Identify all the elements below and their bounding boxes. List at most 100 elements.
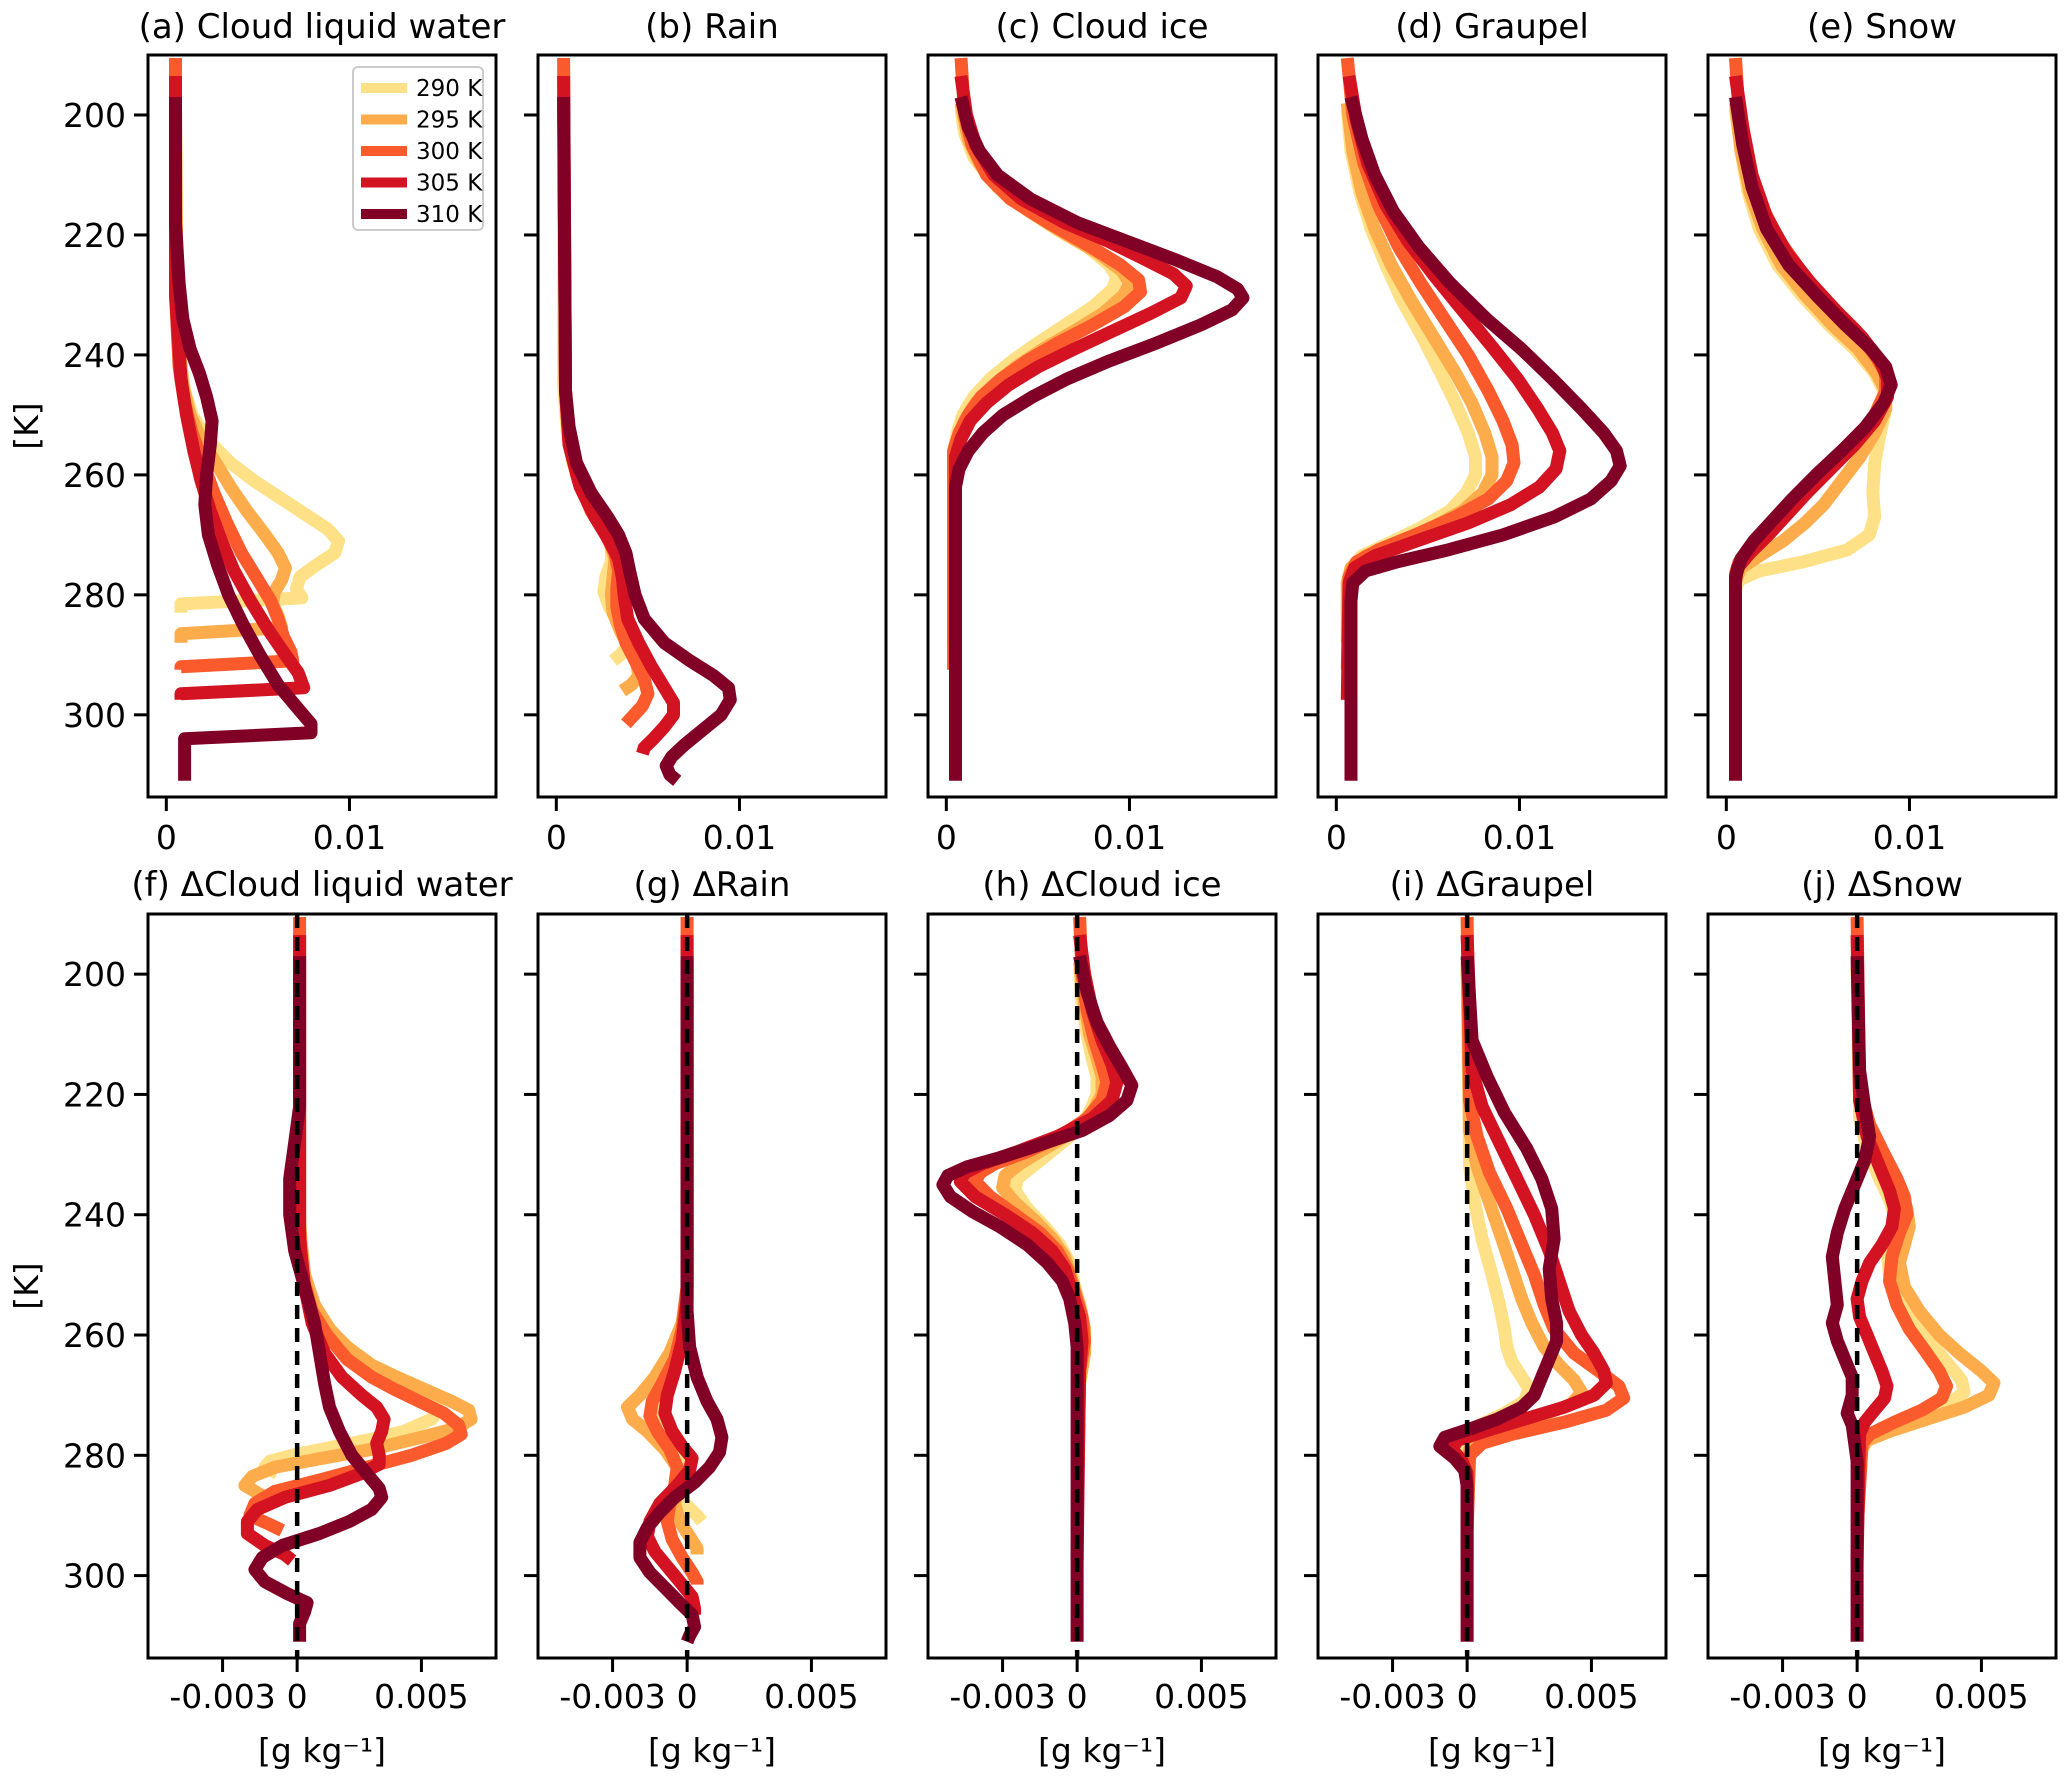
series-line-310-k [936, 954, 1139, 1642]
panel-e: 0 0.01 (e) Snow [1694, 7, 2058, 857]
panel-title: (i) ΔGraupel [1390, 865, 1595, 905]
x-tick-label: -0.003 [949, 1677, 1055, 1716]
x-tick-label: 0.005 [1544, 1677, 1638, 1716]
series-line-310-k [169, 97, 318, 781]
x-tick-label: 0.005 [1154, 1677, 1248, 1716]
series-line-305-k [640, 935, 702, 1616]
axes-spine [146, 53, 498, 799]
x-tick-label: 0.01 [1483, 818, 1556, 857]
panel-c: 0 0.01 (c) Cloud ice [914, 7, 1278, 857]
series-line-300-k [1850, 916, 1954, 1531]
panel-title: (h) ΔCloud ice [982, 865, 1221, 905]
panel-title: (a) Cloud liquid water [139, 7, 506, 47]
series-line-305-k [169, 76, 311, 701]
x-tick-label: -0.003 [559, 1677, 665, 1716]
x-tick-label: 0 [287, 1677, 308, 1716]
panel-title: (e) Snow [1807, 7, 1957, 47]
legend-entry-label: 295 K [416, 108, 483, 134]
legend-frame [352, 66, 484, 231]
axes-spine [1316, 53, 1668, 799]
x-tick-label: -0.003 [169, 1677, 275, 1716]
panel-g: -0.003 0 0.005 (g) ΔRain [g kg⁻¹] [524, 865, 888, 1770]
x-axis-label: [g kg⁻¹] [1428, 1731, 1556, 1770]
x-tick-label: 0 [936, 818, 957, 857]
series-line-300-k [1460, 916, 1631, 1531]
y-tick-label: 260 [63, 456, 126, 495]
axes-spine [1706, 53, 2058, 799]
series-line-305-k [1445, 934, 1613, 1561]
x-axis-label: [g kg⁻¹] [648, 1731, 776, 1770]
x-tick-label: 0.005 [1934, 1677, 2028, 1716]
axes-spine [926, 912, 1278, 1660]
panel-d: 0 0.01 (d) Graupel [1304, 7, 1668, 857]
panel-f: 200 220 240 260 280 300 -0.003 0 0.005 (f) ΔCloud… [63, 865, 513, 1770]
y-axis-label-row2: [K] [7, 1262, 46, 1309]
panel-title: (b) Rain [645, 7, 779, 47]
y-tick-label: 260 [63, 1316, 126, 1355]
series-line-310-k [1344, 95, 1627, 781]
x-tick-label: 0.01 [313, 818, 386, 857]
x-tick-label: 0.005 [764, 1677, 858, 1716]
y-tick-label: 280 [63, 576, 126, 615]
panel-j: -0.003 0 0.005 (j) ΔSnow [g kg⁻¹] [1694, 865, 2058, 1770]
y-tick-label: 220 [63, 216, 126, 255]
legend-entry-label: 310 K [416, 202, 483, 228]
y-tick-label: 200 [63, 955, 126, 994]
panel-title: (f) ΔCloud liquid water [131, 865, 512, 905]
x-tick-label: 0 [1847, 1677, 1868, 1716]
axes-spine [1706, 912, 2058, 1660]
panel-title: (j) ΔSnow [1801, 865, 1963, 905]
x-tick-label: 0.01 [1873, 818, 1946, 857]
axes-spine [536, 912, 888, 1660]
y-tick-label: 300 [63, 1557, 126, 1596]
legend: 290 K 295 K 300 K 305 K 310 K [352, 66, 484, 231]
x-tick-label: 0 [1067, 1677, 1088, 1716]
panel-title: (g) ΔRain [634, 865, 791, 905]
y-tick-label: 300 [63, 696, 126, 735]
y-axis-label-row1: [K] [7, 402, 46, 449]
panel-i: -0.003 0 0.005 (i) ΔGraupel [g kg⁻¹] [1304, 865, 1668, 1770]
x-tick-label: 0.01 [703, 818, 776, 857]
y-tick-label: 220 [63, 1075, 126, 1114]
legend-entry-label: 300 K [416, 139, 483, 165]
panel-h: -0.003 0 0.005 (h) ΔCloud ice [g kg⁻¹] [914, 865, 1278, 1770]
axes-spine [1316, 912, 1668, 1660]
x-tick-label: -0.003 [1339, 1677, 1445, 1716]
x-axis-label: [g kg⁻¹] [258, 1731, 386, 1770]
series-line-310-k [1433, 955, 1564, 1642]
series-line-295-k [947, 101, 1136, 643]
panel-title: (c) Cloud ice [995, 7, 1208, 47]
series-line-310-k [949, 95, 1250, 781]
series-line-310-k [1825, 955, 1877, 1642]
axes-spine [146, 912, 498, 1660]
axes-spine [536, 53, 888, 799]
x-tick-label: 0 [156, 818, 177, 857]
series-line-305-k [1850, 935, 1901, 1561]
y-tick-label: 200 [63, 96, 126, 135]
x-tick-label: 0 [677, 1677, 698, 1716]
panel-a: 200 220 240 260 280 300 0 0.01 (a) Cloud liquid … [63, 7, 505, 857]
x-axis-label: [g kg⁻¹] [1038, 1731, 1166, 1770]
x-tick-label: 0.01 [1093, 818, 1166, 857]
x-axis-label: [g kg⁻¹] [1818, 1731, 1946, 1770]
y-tick-label: 240 [63, 336, 126, 375]
x-tick-label: 0 [1716, 818, 1737, 857]
series-line-310-k [1729, 96, 1898, 781]
legend-entry-label: 290 K [416, 76, 483, 102]
panel-b: 0 0.01 (b) Rain [524, 7, 888, 857]
series-line-310-k [248, 956, 389, 1642]
series-line-305-k [557, 75, 680, 756]
panel-title: (d) Graupel [1395, 7, 1589, 47]
x-tick-label: 0 [1457, 1677, 1478, 1716]
x-tick-label: 0 [546, 818, 567, 857]
y-tick-label: 280 [63, 1436, 126, 1475]
axes-spine [926, 53, 1278, 799]
x-tick-label: 0 [1326, 818, 1347, 857]
x-tick-label: -0.003 [1729, 1677, 1835, 1716]
y-tick-label: 240 [63, 1196, 126, 1235]
series-line-310-k [557, 96, 737, 786]
series-line-295-k [1850, 961, 2001, 1504]
series-line-305-k [1729, 75, 1894, 700]
